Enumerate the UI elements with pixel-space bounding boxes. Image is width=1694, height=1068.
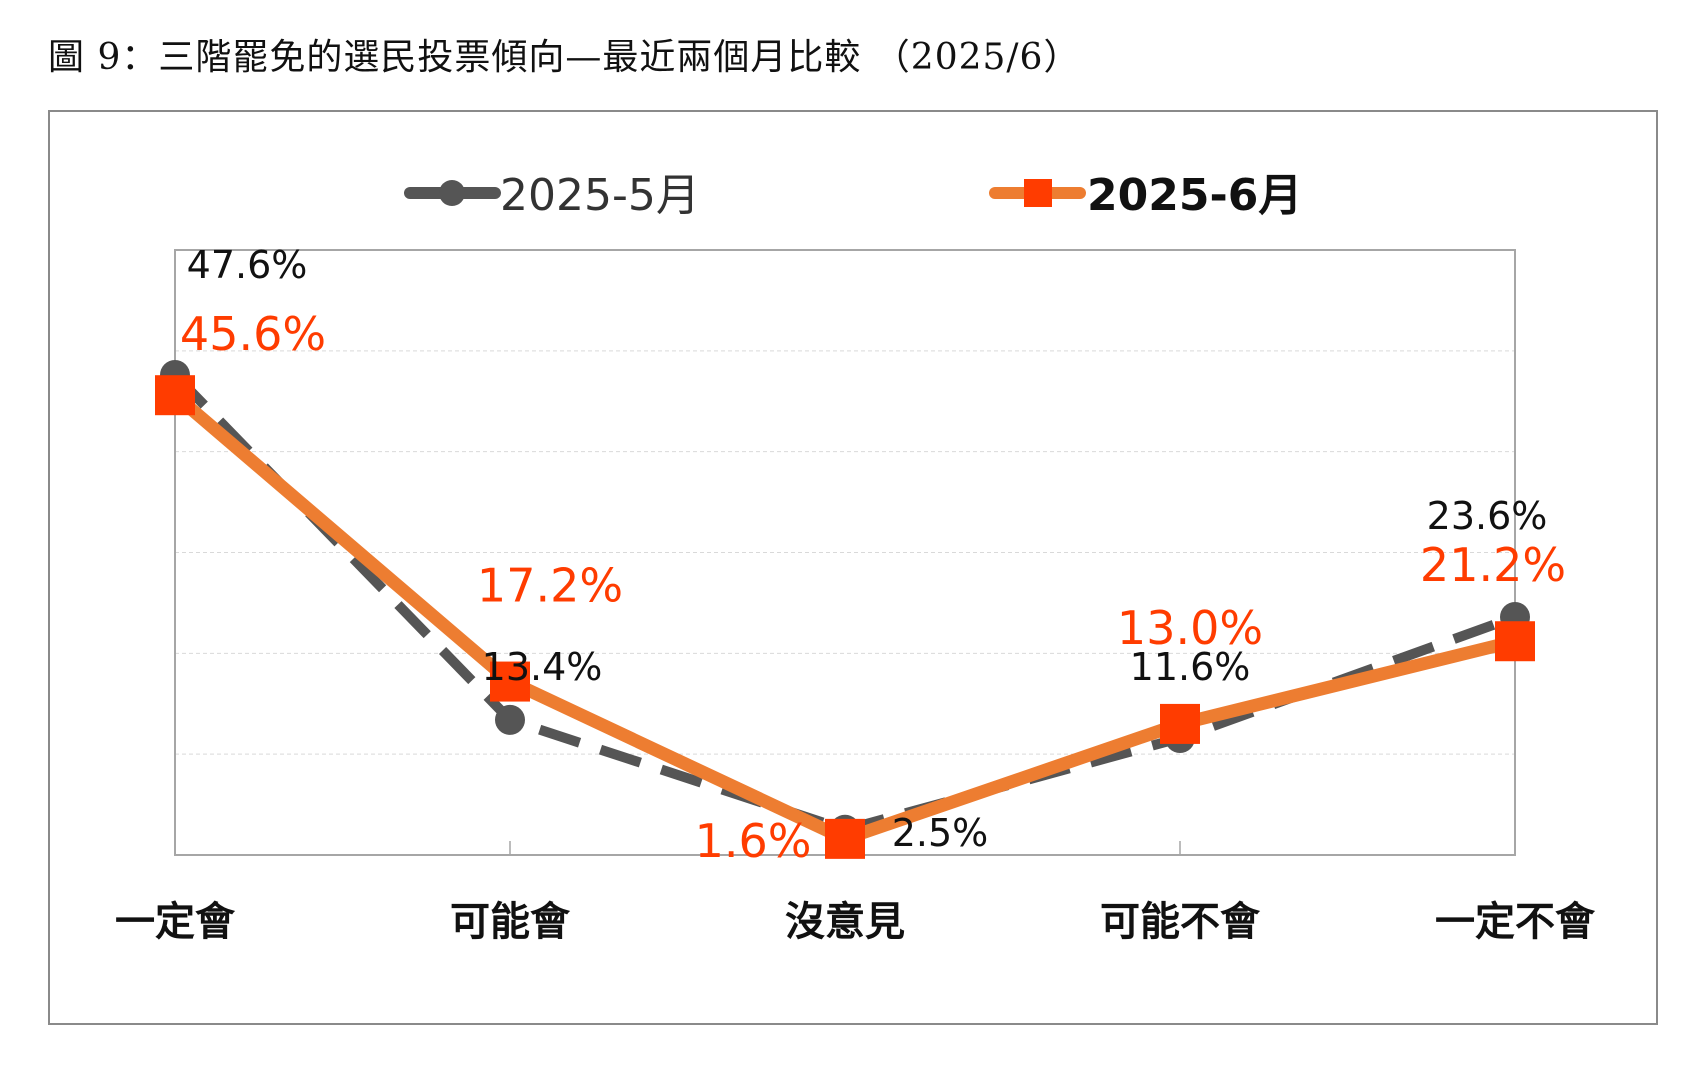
data-label-jun: 13.0%	[1117, 601, 1263, 655]
series-line-jun	[170, 390, 1517, 846]
plot-area	[174, 249, 1516, 856]
marker-may	[495, 704, 525, 735]
data-label-jun: 17.2%	[477, 559, 623, 613]
legend-marker-jun	[1024, 179, 1052, 207]
legend-label-may: 2025-5月	[500, 170, 700, 221]
data-label-jun: 1.6%	[695, 814, 812, 868]
legend: 2025-5月 2025-6月	[404, 170, 1302, 221]
legend-marker-may	[439, 180, 465, 206]
chart-frame	[48, 110, 1658, 1025]
data-label-may: 11.6%	[1130, 645, 1251, 689]
marker-jun	[1495, 621, 1535, 662]
data-label-may: 47.6%	[187, 243, 308, 287]
data-label-may: 2.5%	[892, 811, 989, 855]
data-label-may: 13.4%	[482, 645, 603, 689]
figure-title: 圖 9：三階罷免的選民投票傾向—最近兩個月比較 （2025/6）	[48, 37, 1081, 78]
marker-jun	[490, 661, 530, 702]
gridlines	[175, 350, 1515, 755]
x-axis-label: 可能會	[450, 899, 571, 945]
x-axis-label: 沒意見	[785, 899, 905, 945]
data-label-jun: 21.2%	[1420, 538, 1566, 592]
marker-jun	[825, 818, 865, 859]
x-axis-labels: 一定會 可能會 沒意見 可能不會 一定不會	[115, 899, 1596, 945]
marker-jun	[1160, 703, 1200, 744]
series-line-may	[171, 371, 1517, 835]
x-axis-label: 一定會	[115, 899, 236, 945]
x-axis-label: 可能不會	[1100, 899, 1261, 945]
data-labels: 47.6% 13.4% 2.5% 11.6% 23.6% 45.6% 17.2% 1.6% 13…	[180, 243, 1566, 868]
marker-jun	[155, 375, 195, 416]
data-label-may: 23.6%	[1427, 494, 1548, 538]
series	[155, 360, 1535, 859]
legend-label-jun: 2025-6月	[1087, 170, 1302, 221]
data-label-jun: 45.6%	[180, 307, 326, 361]
x-axis-label: 一定不會	[1435, 899, 1596, 945]
